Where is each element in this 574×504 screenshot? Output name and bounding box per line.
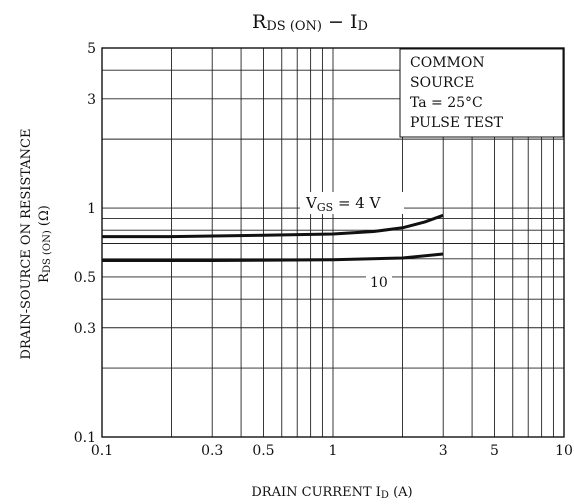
y-tick-label: 0.5 [74, 270, 96, 286]
series-curves [102, 213, 444, 262]
annotation-line-3: Ta = 25°C [410, 95, 483, 111]
x-tick-label: 10 [555, 443, 573, 459]
chart-title: RDS (ON) − ID [252, 11, 368, 34]
x-tick-label: 3 [439, 443, 448, 459]
series-line-2 [102, 252, 444, 262]
annotation-box: COMMON SOURCE Ta = 25°C PULSE TEST [399, 48, 564, 138]
annotation-line-2: SOURCE [410, 75, 474, 91]
y-axis-label-line2: RDS (ON) (Ω) [37, 205, 53, 283]
plot-frame [101, 47, 565, 438]
series-label-vgs4-text: VGS = 4 V [305, 194, 382, 214]
series-label-vgs4-background [300, 192, 404, 214]
y-tick-label: 1 [87, 201, 96, 217]
x-tick-label: 0.3 [201, 443, 223, 459]
x-tick-label: 5 [490, 443, 499, 459]
series-line-1 [102, 213, 444, 239]
annotation-box-background [399, 48, 564, 138]
y-axis-label-line1: DRAIN-SOURCE ON RESISTANCE [19, 129, 34, 360]
y-tick-label: 0.1 [74, 430, 96, 446]
x-tick-label: 0.5 [252, 443, 274, 459]
y-tick-label: 3 [87, 92, 96, 108]
series-label-vgs10: 10 [366, 273, 392, 291]
tick-labels: 0.1 0.3 0.5 1 3 5 10 0.1 0.3 0.5 1 3 5 [74, 41, 573, 459]
x-axis-label: DRAIN CURRENT ID (A) [251, 485, 412, 501]
x-tick-label: 0.1 [91, 443, 113, 459]
x-tick-label: 1 [329, 443, 338, 459]
annotation-line-4: PULSE TEST [410, 115, 504, 131]
annotation-line-1: COMMON [410, 55, 485, 71]
series-label-vgs10-text: 10 [370, 275, 388, 291]
y-tick-label: 5 [87, 41, 96, 57]
series-label-vgs10-background [366, 273, 392, 291]
y-tick-label: 0.3 [74, 321, 96, 337]
series-label-vgs4: VGS = 4 V [300, 192, 404, 214]
